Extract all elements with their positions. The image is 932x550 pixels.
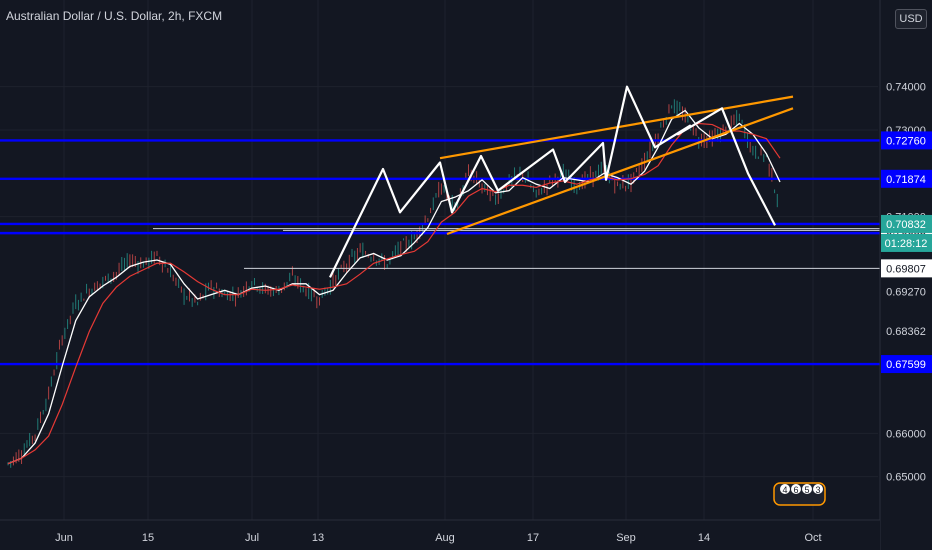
x-tick-label-7: 14 bbox=[698, 532, 710, 544]
x-tick-label-6: Sep bbox=[616, 532, 636, 544]
x-axis-bg bbox=[0, 520, 880, 550]
badge-dot-2 bbox=[802, 484, 812, 494]
other-price-label: 0.68362 bbox=[886, 326, 926, 338]
x-tick-label-1: 15 bbox=[142, 532, 154, 544]
x-tick-label-4: Aug bbox=[435, 532, 455, 544]
countdown-label-bg bbox=[881, 233, 932, 252]
x-tick-label-2: Jul bbox=[245, 532, 259, 544]
x-tick-label-3: 13 bbox=[312, 532, 324, 544]
countdown-label: 01:28:12 bbox=[885, 238, 928, 250]
badge-dot-0 bbox=[780, 484, 790, 494]
zigzag-line bbox=[329, 85, 776, 278]
y-axis-labels: 0.740000.730000.710000.660000.650000.727… bbox=[881, 82, 932, 484]
wedge-lower bbox=[446, 107, 794, 236]
level-price-label: 0.71874 bbox=[886, 174, 926, 186]
level-price-label-bg bbox=[881, 131, 932, 150]
badge-value-2: 5 bbox=[804, 485, 809, 495]
x-tick-label-8: Oct bbox=[804, 532, 821, 544]
badge-value-1: 6 bbox=[793, 485, 798, 495]
other-price-label: 0.69270 bbox=[886, 287, 926, 299]
y-tick-label: 0.65000 bbox=[886, 472, 926, 484]
currency-badge[interactable]: USD bbox=[895, 9, 927, 29]
x-tick-label-0: Jun bbox=[55, 532, 73, 544]
current-price-label-bg bbox=[881, 214, 932, 233]
y-tick-label: 0.66000 bbox=[886, 428, 926, 440]
level-price-label-bg bbox=[881, 355, 932, 374]
support-price-label: 0.69807 bbox=[886, 263, 926, 275]
chart-title: Australian Dollar / U.S. Dollar, 2h, FXC… bbox=[6, 9, 223, 23]
ma-slow-line bbox=[7, 122, 781, 465]
level-price-label: 0.72760 bbox=[886, 135, 926, 147]
grid bbox=[0, 0, 878, 520]
badge-dot-1 bbox=[791, 484, 801, 494]
badge-value-0: 4 bbox=[782, 485, 787, 495]
support-price-label-bg bbox=[881, 259, 932, 278]
current-price-label: 0.70832 bbox=[886, 219, 926, 231]
x-tick-label-5: 17 bbox=[527, 532, 539, 544]
level-price-label: 0.67599 bbox=[886, 359, 926, 371]
zigzag-polyline bbox=[329, 85, 776, 278]
badge-dot-3 bbox=[813, 484, 823, 494]
y-tick-label: 0.74000 bbox=[886, 82, 926, 94]
level-price-label-bg bbox=[881, 169, 932, 188]
x-axis-labels: Jun 15 Jul 13 Aug 17 Sep 14 Oct bbox=[55, 532, 821, 544]
wedge-upper bbox=[439, 95, 794, 160]
badge-value-3: 3 bbox=[815, 485, 820, 495]
wedge-lines bbox=[439, 95, 794, 236]
